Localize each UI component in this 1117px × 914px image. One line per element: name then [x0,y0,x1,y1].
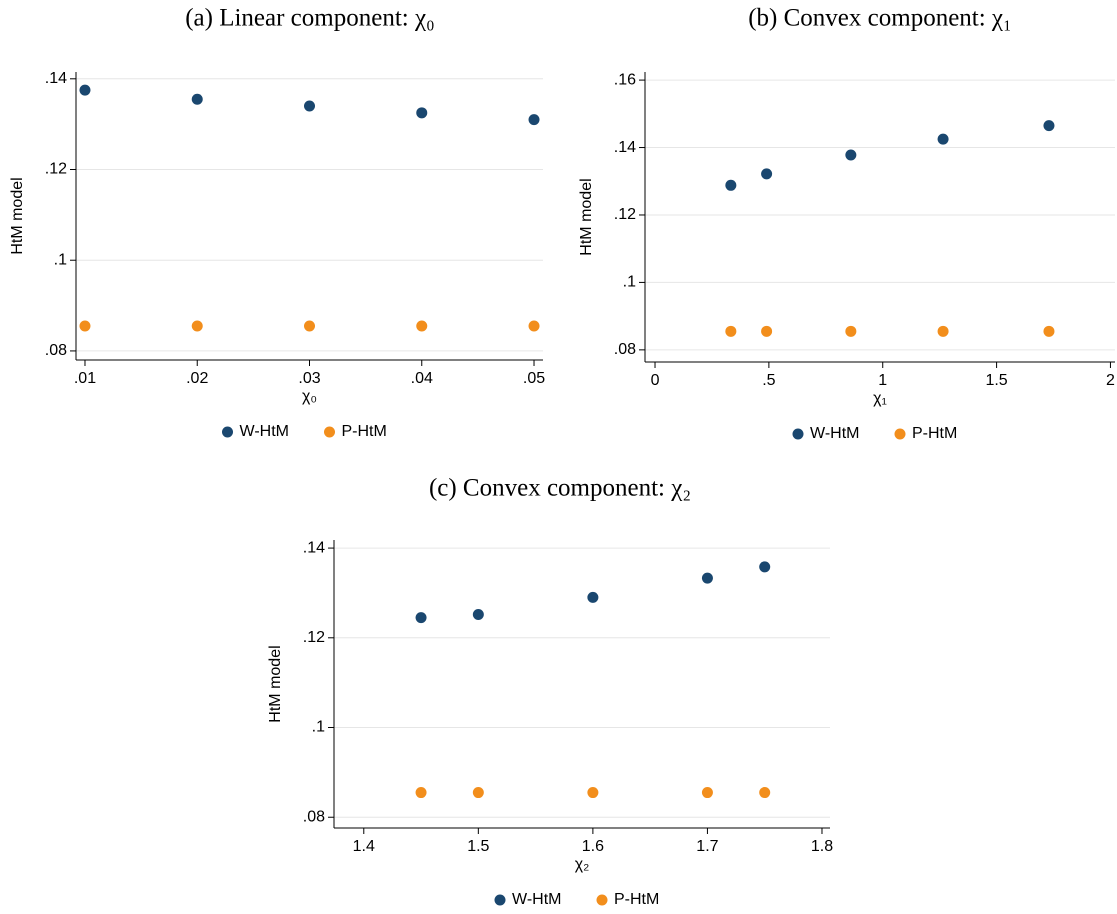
point [528,114,540,126]
x-tick-label: .02 [186,370,208,387]
y-tick-label: .1 [623,274,636,291]
y-axis-label: HtM model [578,178,595,255]
y-tick-label: .14 [303,539,325,556]
legend-label: W-HtM [512,891,561,908]
x-tick-label: 1.5 [467,838,489,855]
y-tick-label: .08 [303,808,325,825]
point [191,320,203,332]
legend-marker [324,426,335,438]
y-tick-label: .1 [312,719,325,736]
point [761,325,773,337]
legend-label: W-HtM [240,423,289,440]
point [472,608,484,620]
point [937,133,949,145]
legend-marker [792,428,804,440]
point [937,325,949,337]
x-tick-label: .04 [411,370,433,387]
x-tick-label: 1.8 [811,838,833,855]
x-tick-label: .05 [523,370,545,387]
point [725,179,737,191]
point [416,320,428,332]
point [191,93,203,105]
x-tick-label: 1 [878,372,887,389]
y-tick-label: .1 [54,251,67,268]
point [587,591,599,603]
point [528,320,540,332]
point [759,561,771,573]
x-tick-label: .01 [74,370,96,387]
point [761,168,773,180]
legend-marker [894,428,906,440]
x-axis-label: χ₁ [873,390,887,407]
y-tick-label: .12 [303,629,325,646]
legend-label: P-HtM [342,423,387,440]
legend-label: P-HtM [912,425,957,442]
point [845,325,857,337]
legend-marker [494,894,506,906]
point [79,320,91,332]
point [79,84,91,96]
point [415,612,427,624]
legend-marker [596,894,608,906]
point [416,107,428,119]
chart-title: (b) Convex component: χ₁ [748,5,1012,32]
point [701,572,713,584]
x-tick-label: .03 [298,370,320,387]
point [845,149,857,161]
legend-label: W-HtM [810,425,859,442]
point [759,787,771,799]
point [725,325,737,337]
y-tick-label: .08 [45,342,67,359]
y-tick-label: .14 [45,70,67,87]
y-tick-label: .08 [614,341,636,358]
x-tick-label: 2 [1106,372,1115,389]
y-tick-label: .12 [614,206,636,223]
chart-title: (c) Convex component: χ₂ [429,475,691,502]
x-tick-label: 0 [651,372,660,389]
x-tick-label: 1.7 [696,838,718,855]
y-axis-label: HtM model [267,645,284,722]
point [304,100,315,112]
point [304,320,315,332]
y-tick-label: .14 [614,139,636,156]
x-tick-label: 1.6 [582,838,604,855]
chart-title: (a) Linear component: χ₀ [185,5,435,32]
x-tick-label: .5 [762,372,775,389]
y-tick-label: .12 [45,161,67,178]
x-axis-label: χ₂ [575,856,590,873]
point [1043,325,1055,337]
point [472,787,484,799]
y-tick-label: .16 [614,71,636,88]
legend-marker [222,426,233,438]
x-axis-label: χ₀ [302,388,317,405]
legend-label: P-HtM [614,891,659,908]
point [701,787,713,799]
x-tick-label: 1.5 [985,372,1007,389]
point [415,787,427,799]
point [1043,120,1055,132]
x-tick-label: 1.4 [353,838,375,855]
y-axis-label: HtM model [9,177,26,254]
point [587,787,599,799]
